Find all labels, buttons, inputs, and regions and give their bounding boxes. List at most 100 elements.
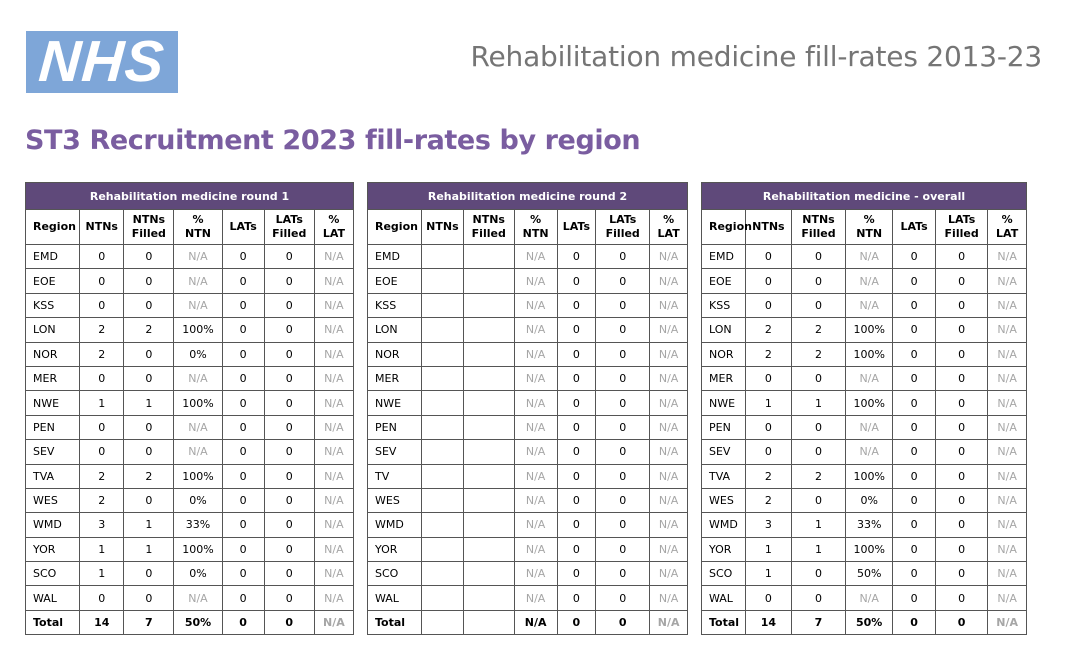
value-cell: N/A [313, 292, 355, 319]
value-cell: 0 [556, 414, 597, 441]
region-cell: SEV [24, 439, 81, 465]
value-cell: 2 [79, 341, 125, 367]
region-cell: EMD [24, 243, 81, 270]
value-cell: 0 [595, 439, 651, 465]
value-cell: 0 [79, 292, 125, 319]
value-cell: 7 [123, 609, 175, 636]
page-title: Rehabilitation medicine fill-rates 2013-… [470, 40, 1043, 73]
value-cell: 0 [123, 561, 175, 587]
value-cell: 0 [595, 243, 651, 270]
value-cell: N/A [513, 414, 558, 441]
value-cell: 0 [556, 317, 597, 343]
value-cell: 1 [79, 536, 125, 563]
value-cell: 0 [595, 268, 651, 294]
value-cell: 2 [744, 487, 792, 514]
region-cell: WMD [701, 512, 746, 538]
value-cell: 0 [263, 268, 315, 294]
table-caption: Rehabilitation medicine round 1 [25, 182, 354, 210]
value-cell: 0 [556, 487, 597, 514]
value-cell: N/A [987, 365, 1027, 392]
value-cell: 0 [263, 414, 315, 441]
value-cell [421, 414, 464, 441]
table-row: MER 0 0 N/A 0 0 N/A [24, 365, 355, 392]
value-cell: 2 [744, 463, 792, 489]
table-row: WAL 0 0 N/A 0 0 N/A [701, 585, 1027, 611]
value-cell: N/A [845, 414, 894, 441]
region-cell: Total [701, 609, 746, 636]
table-row: SCO N/A 0 0 N/A [367, 561, 688, 587]
value-cell: N/A [987, 292, 1027, 319]
table-row: NWE 1 1 100% 0 0 N/A [701, 390, 1027, 416]
value-cell: 0 [935, 463, 989, 489]
value-cell: 0 [556, 243, 597, 270]
region-cell: SCO [701, 561, 746, 587]
value-cell: N/A [987, 561, 1027, 587]
value-cell: 0 [892, 512, 937, 538]
value-cell: N/A [987, 487, 1027, 514]
section-heading: ST3 Recruitment 2023 fill-rates by regio… [25, 125, 641, 156]
value-cell: N/A [987, 268, 1027, 294]
value-cell: 0 [892, 536, 937, 563]
region-cell: WAL [24, 585, 81, 611]
value-cell: N/A [313, 536, 355, 563]
value-cell: 0 [595, 561, 651, 587]
region-cell: NWE [367, 390, 422, 416]
value-cell: 0 [595, 536, 651, 563]
value-cell: 0 [892, 585, 937, 611]
value-cell: 0 [263, 243, 315, 270]
column-header: LATs Filled [595, 209, 651, 245]
value-cell: 0 [79, 365, 125, 392]
value-cell: N/A [845, 268, 894, 294]
table-row: YOR N/A 0 0 N/A [367, 536, 688, 563]
value-cell: N/A [313, 365, 355, 392]
value-cell: 100% [173, 317, 223, 343]
value-cell: 1 [79, 390, 125, 416]
table-row: TVA 2 2 100% 0 0 N/A [701, 463, 1027, 489]
table-row: SEV N/A 0 0 N/A [367, 439, 688, 465]
table-row: KSS 0 0 N/A 0 0 N/A [24, 292, 355, 319]
value-cell [462, 390, 515, 416]
table-row: WMD 3 1 33% 0 0 N/A [701, 512, 1027, 538]
value-cell: N/A [313, 512, 355, 538]
value-cell [421, 585, 464, 611]
value-cell: 0% [173, 487, 223, 514]
value-cell: 0 [221, 512, 265, 538]
value-cell: N/A [513, 609, 558, 636]
value-cell: 0 [79, 585, 125, 611]
value-cell: 0 [556, 536, 597, 563]
region-cell: LON [367, 317, 422, 343]
region-cell: WAL [701, 585, 746, 611]
value-cell: N/A [649, 292, 688, 319]
value-cell: 100% [845, 536, 894, 563]
value-cell: 0 [935, 609, 989, 636]
value-cell: N/A [313, 561, 355, 587]
region-cell: YOR [24, 536, 81, 563]
value-cell: 0 [221, 536, 265, 563]
column-header: NTNs [744, 209, 792, 245]
value-cell: 2 [79, 317, 125, 343]
table-row: NOR 2 0 0% 0 0 N/A [24, 341, 355, 367]
value-cell: 50% [845, 609, 894, 636]
value-cell: N/A [173, 292, 223, 319]
value-cell [462, 317, 515, 343]
value-cell: N/A [513, 463, 558, 489]
region-cell: LON [24, 317, 81, 343]
value-cell: N/A [987, 512, 1027, 538]
table-row: KSS N/A 0 0 N/A [367, 292, 688, 319]
value-cell: N/A [513, 243, 558, 270]
value-cell: 0 [221, 341, 265, 367]
value-cell: 1 [790, 536, 847, 563]
value-cell [421, 292, 464, 319]
region-cell: WES [367, 487, 422, 514]
value-cell: 0 [263, 561, 315, 587]
value-cell: N/A [649, 317, 688, 343]
value-cell: N/A [513, 317, 558, 343]
value-cell: 0 [556, 609, 597, 636]
value-cell: 0 [595, 487, 651, 514]
value-cell: N/A [513, 292, 558, 319]
table-row: WES 2 0 0% 0 0 N/A [701, 487, 1027, 514]
value-cell: N/A [313, 439, 355, 465]
value-cell: 100% [845, 317, 894, 343]
region-cell: MER [701, 365, 746, 392]
value-cell: 0 [263, 439, 315, 465]
